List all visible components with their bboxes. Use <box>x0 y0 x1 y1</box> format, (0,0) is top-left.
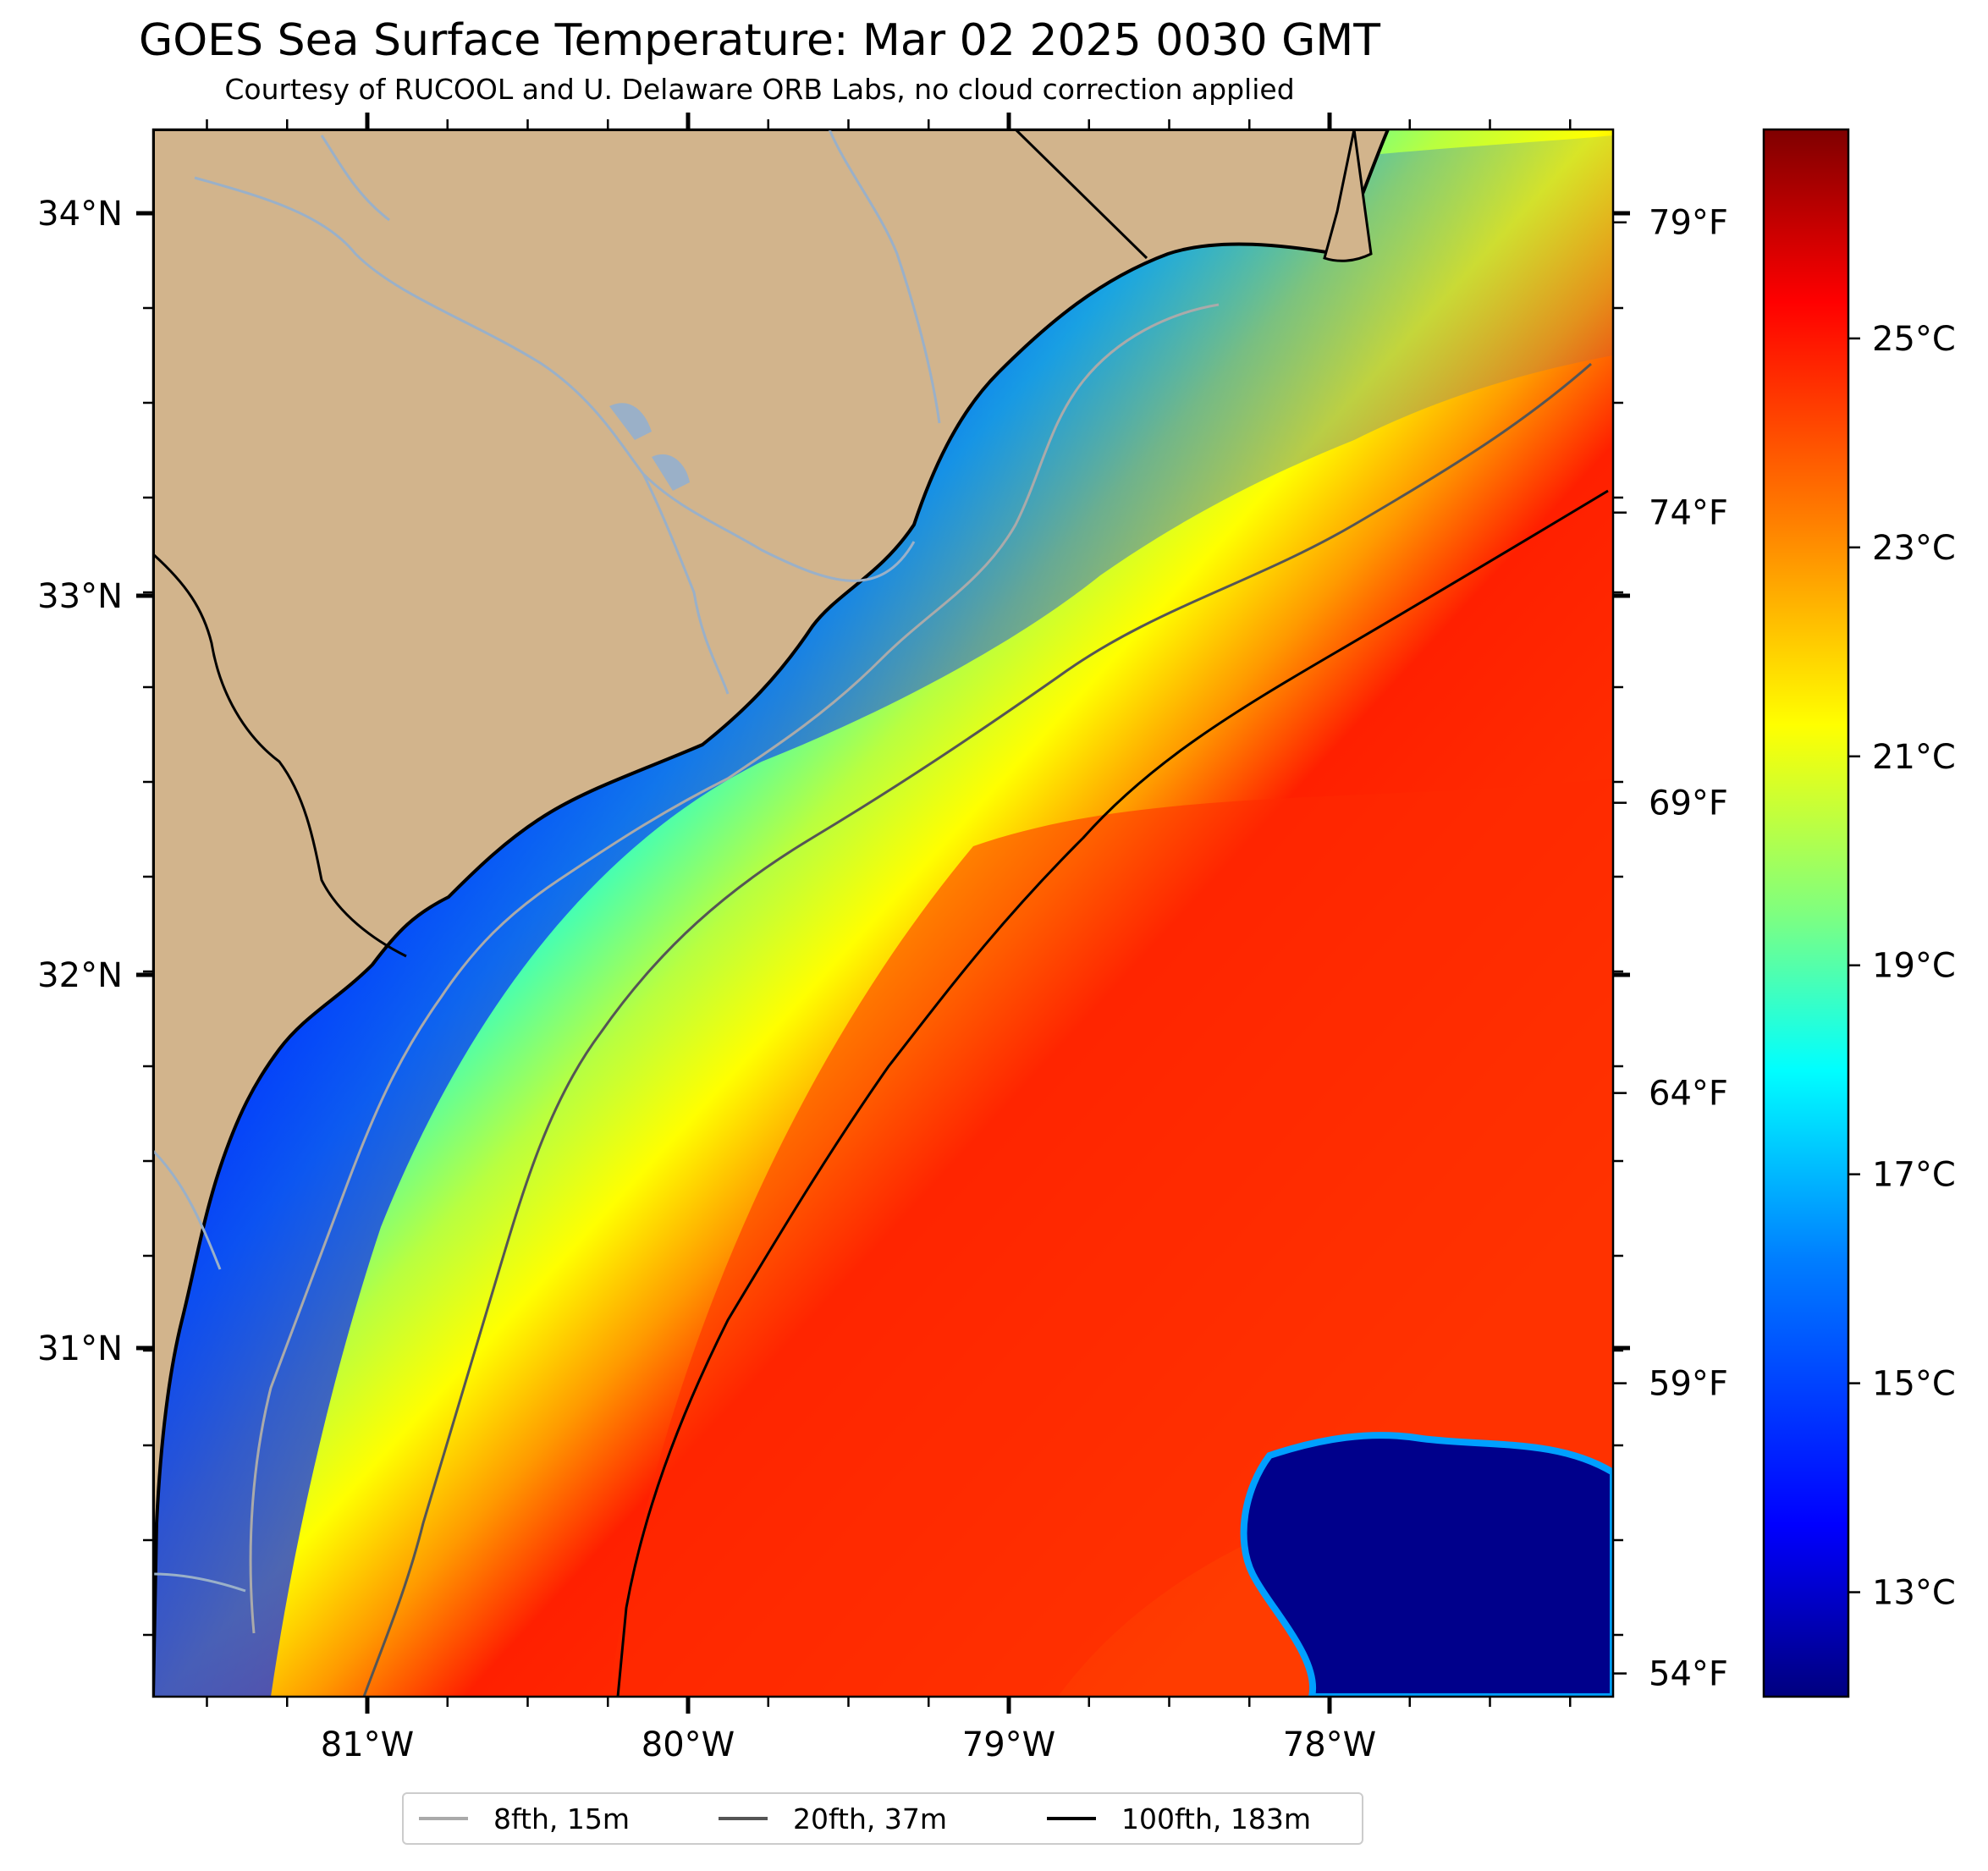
fahrenheit-tick-label: 79°F <box>1649 204 1728 243</box>
celsius-tick-label: 17°C <box>1872 1156 1956 1195</box>
lon-label-80w: 80°W <box>642 1725 735 1764</box>
map-area <box>153 129 1613 1697</box>
fahrenheit-axis: 79°F 74°F 69°F 64°F 59°F 54°F <box>1613 204 1728 1694</box>
legend-label-8fth: 8fth, 15m <box>493 1802 631 1835</box>
legend-swatch-8fth <box>419 1817 468 1820</box>
lon-label-78w: 78°W <box>1283 1725 1376 1764</box>
isobath-100fth <box>616 489 1609 1697</box>
celsius-tick-label: 13°C <box>1872 1574 1956 1613</box>
celsius-tick-label: 25°C <box>1872 320 1956 359</box>
lon-label-79w: 79°W <box>962 1725 1055 1764</box>
lake-marion <box>609 403 652 440</box>
lon-label-81w: 81°W <box>321 1725 414 1764</box>
isobath-8fth <box>249 303 1220 1634</box>
celsius-tick-label: 15°C <box>1872 1365 1956 1404</box>
fahrenheit-tick-label: 59°F <box>1649 1365 1728 1404</box>
rivers <box>153 129 941 1593</box>
legend-item-100fth: 100fth, 183m <box>1047 1794 1311 1843</box>
legend-swatch-100fth <box>1047 1817 1096 1820</box>
celsius-tick-label: 23°C <box>1872 529 1956 568</box>
fahrenheit-tick-label: 64°F <box>1649 1075 1728 1114</box>
land-mass <box>153 129 1390 1697</box>
fahrenheit-tick-label: 69°F <box>1649 784 1728 823</box>
isobath-20fth <box>362 362 1592 1697</box>
lat-label-33n: 33°N <box>37 577 123 616</box>
celsius-axis: 25°C 23°C 21°C 19°C 17°C 15°C 13°C <box>1848 320 1956 1613</box>
legend-label-100fth: 100fth, 183m <box>1121 1802 1311 1835</box>
nc-sc-border <box>1014 129 1148 260</box>
legend-item-8fth: 8fth, 15m <box>419 1794 630 1843</box>
cape-fear-land <box>1323 129 1373 262</box>
isobath-legend: 8fth, 15m 20fth, 37m 100fth, 183m <box>402 1792 1363 1845</box>
fahrenheit-tick-label: 54°F <box>1649 1655 1728 1694</box>
lat-label-31n: 31°N <box>37 1329 123 1368</box>
celsius-tick-label: 21°C <box>1872 738 1956 777</box>
lat-label-32n: 32°N <box>37 956 123 995</box>
fahrenheit-tick-label: 74°F <box>1649 494 1728 533</box>
legend-swatch-20fth <box>719 1817 768 1820</box>
map-frame <box>151 128 1615 1698</box>
celsius-tick-label: 19°C <box>1872 947 1956 986</box>
sc-ga-border <box>153 553 407 958</box>
lake-moultrie <box>652 454 690 491</box>
legend-label-20fth: 20fth, 37m <box>793 1802 947 1835</box>
lat-label-34n: 34°N <box>37 195 123 234</box>
map-title: GOES Sea Surface Temperature: Mar 02 202… <box>138 15 1381 66</box>
minor-ticks <box>143 119 1623 1707</box>
colorbar <box>1762 128 1850 1698</box>
legend-item-20fth: 20fth, 37m <box>719 1794 947 1843</box>
map-subtitle: Courtesy of RUCOOL and U. Delaware ORB L… <box>224 73 1295 106</box>
